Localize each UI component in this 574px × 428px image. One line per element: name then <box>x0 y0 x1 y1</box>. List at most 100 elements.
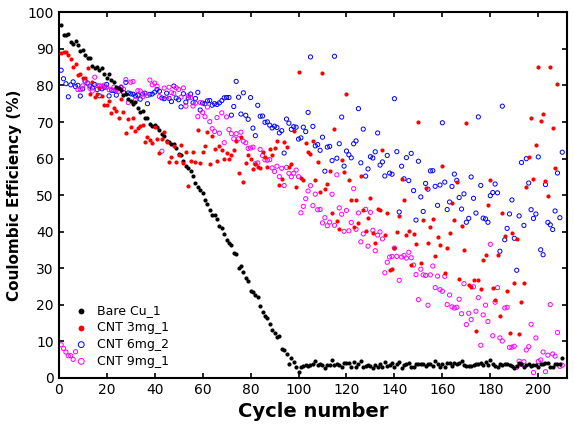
CNT 3mg_1 <box>217 146 226 153</box>
CNT 9mg_1 <box>304 187 313 194</box>
Bare Cu_1 <box>459 362 468 369</box>
CNT 6mg_2 <box>474 113 483 120</box>
CNT 6mg_2 <box>359 126 368 133</box>
CNT 6mg_2 <box>514 212 523 219</box>
CNT 6mg_2 <box>150 89 159 95</box>
CNT 3mg_1 <box>255 165 265 172</box>
CNT 3mg_1 <box>325 167 334 174</box>
CNT 9mg_1 <box>289 170 298 177</box>
Bare Cu_1 <box>548 363 557 370</box>
CNT 9mg_1 <box>294 173 303 180</box>
CNT 3mg_1 <box>397 175 406 182</box>
CNT 3mg_1 <box>287 160 296 167</box>
Bare Cu_1 <box>164 139 173 146</box>
CNT 9mg_1 <box>430 284 440 291</box>
CNT 9mg_1 <box>157 148 166 155</box>
CNT 9mg_1 <box>68 356 77 363</box>
CNT 3mg_1 <box>59 49 68 56</box>
CNT 6mg_2 <box>361 172 370 179</box>
CNT 3mg_1 <box>500 232 509 239</box>
CNT 6mg_2 <box>98 86 107 92</box>
Bare Cu_1 <box>330 362 339 369</box>
CNT 3mg_1 <box>239 178 248 185</box>
Bare Cu_1 <box>455 360 464 367</box>
CNT 3mg_1 <box>186 158 195 164</box>
CNT 9mg_1 <box>512 364 521 371</box>
CNT 6mg_2 <box>184 95 193 101</box>
CNT 3mg_1 <box>455 276 464 282</box>
Bare Cu_1 <box>287 354 296 361</box>
CNT 3mg_1 <box>141 138 150 145</box>
CNT 3mg_1 <box>160 129 169 136</box>
CNT 6mg_2 <box>92 86 102 93</box>
CNT 6mg_2 <box>409 187 418 194</box>
Bare Cu_1 <box>95 67 104 74</box>
Bare Cu_1 <box>215 223 224 229</box>
CNT 6mg_2 <box>243 116 253 123</box>
Bare Cu_1 <box>220 230 229 237</box>
CNT 3mg_1 <box>253 164 262 171</box>
CNT 3mg_1 <box>267 151 277 158</box>
CNT 3mg_1 <box>304 149 313 156</box>
CNT 6mg_2 <box>193 89 203 96</box>
CNT 6mg_2 <box>217 97 226 104</box>
CNT 9mg_1 <box>203 104 212 110</box>
Bare Cu_1 <box>339 360 348 366</box>
CNT 6mg_2 <box>296 134 305 141</box>
CNT 6mg_2 <box>414 158 423 165</box>
CNT 3mg_1 <box>131 128 140 135</box>
CNT 6mg_2 <box>169 83 179 89</box>
CNT 9mg_1 <box>498 338 507 345</box>
CNT 3mg_1 <box>212 157 222 164</box>
CNT 6mg_2 <box>378 158 387 165</box>
CNT 6mg_2 <box>517 159 526 166</box>
CNT 3mg_1 <box>522 184 531 190</box>
CNT 3mg_1 <box>426 224 435 231</box>
Bare Cu_1 <box>507 363 517 370</box>
CNT 6mg_2 <box>498 103 507 110</box>
CNT 9mg_1 <box>282 164 291 171</box>
CNT 9mg_1 <box>234 135 243 142</box>
Bare Cu_1 <box>390 364 399 371</box>
CNT 9mg_1 <box>361 206 370 213</box>
Bare Cu_1 <box>208 211 217 218</box>
Bare Cu_1 <box>126 97 135 104</box>
CNT 6mg_2 <box>464 215 474 222</box>
CNT 6mg_2 <box>174 96 183 103</box>
Bare Cu_1 <box>424 361 433 368</box>
CNT 9mg_1 <box>524 343 533 350</box>
CNT 9mg_1 <box>459 280 468 287</box>
CNT 9mg_1 <box>184 92 193 99</box>
CNT 3mg_1 <box>373 205 382 212</box>
Bare Cu_1 <box>380 359 389 366</box>
CNT 9mg_1 <box>390 245 399 252</box>
CNT 3mg_1 <box>292 184 301 191</box>
CNT 9mg_1 <box>546 301 555 308</box>
CNT 9mg_1 <box>141 90 150 97</box>
CNT 9mg_1 <box>280 182 289 189</box>
CNT 6mg_2 <box>519 222 529 229</box>
Bare Cu_1 <box>371 361 380 368</box>
CNT 3mg_1 <box>394 213 404 220</box>
CNT 6mg_2 <box>354 105 363 112</box>
CNT 3mg_1 <box>220 156 229 163</box>
CNT 9mg_1 <box>104 86 114 93</box>
CNT 6mg_2 <box>467 173 476 180</box>
Bare Cu_1 <box>325 361 334 368</box>
Bare Cu_1 <box>316 361 325 368</box>
CNT 9mg_1 <box>452 304 461 311</box>
Bare Cu_1 <box>179 157 188 164</box>
CNT 9mg_1 <box>414 296 423 303</box>
CNT 3mg_1 <box>145 137 154 143</box>
CNT 6mg_2 <box>117 84 126 91</box>
CNT 3mg_1 <box>243 152 253 159</box>
CNT 3mg_1 <box>430 253 440 259</box>
Bare Cu_1 <box>476 360 486 367</box>
Bare Cu_1 <box>289 358 298 365</box>
CNT 9mg_1 <box>373 232 382 238</box>
CNT 3mg_1 <box>404 228 413 235</box>
CNT 3mg_1 <box>157 136 166 143</box>
CNT 3mg_1 <box>467 283 476 290</box>
CNT 3mg_1 <box>198 149 207 156</box>
CNT 6mg_2 <box>119 89 128 96</box>
